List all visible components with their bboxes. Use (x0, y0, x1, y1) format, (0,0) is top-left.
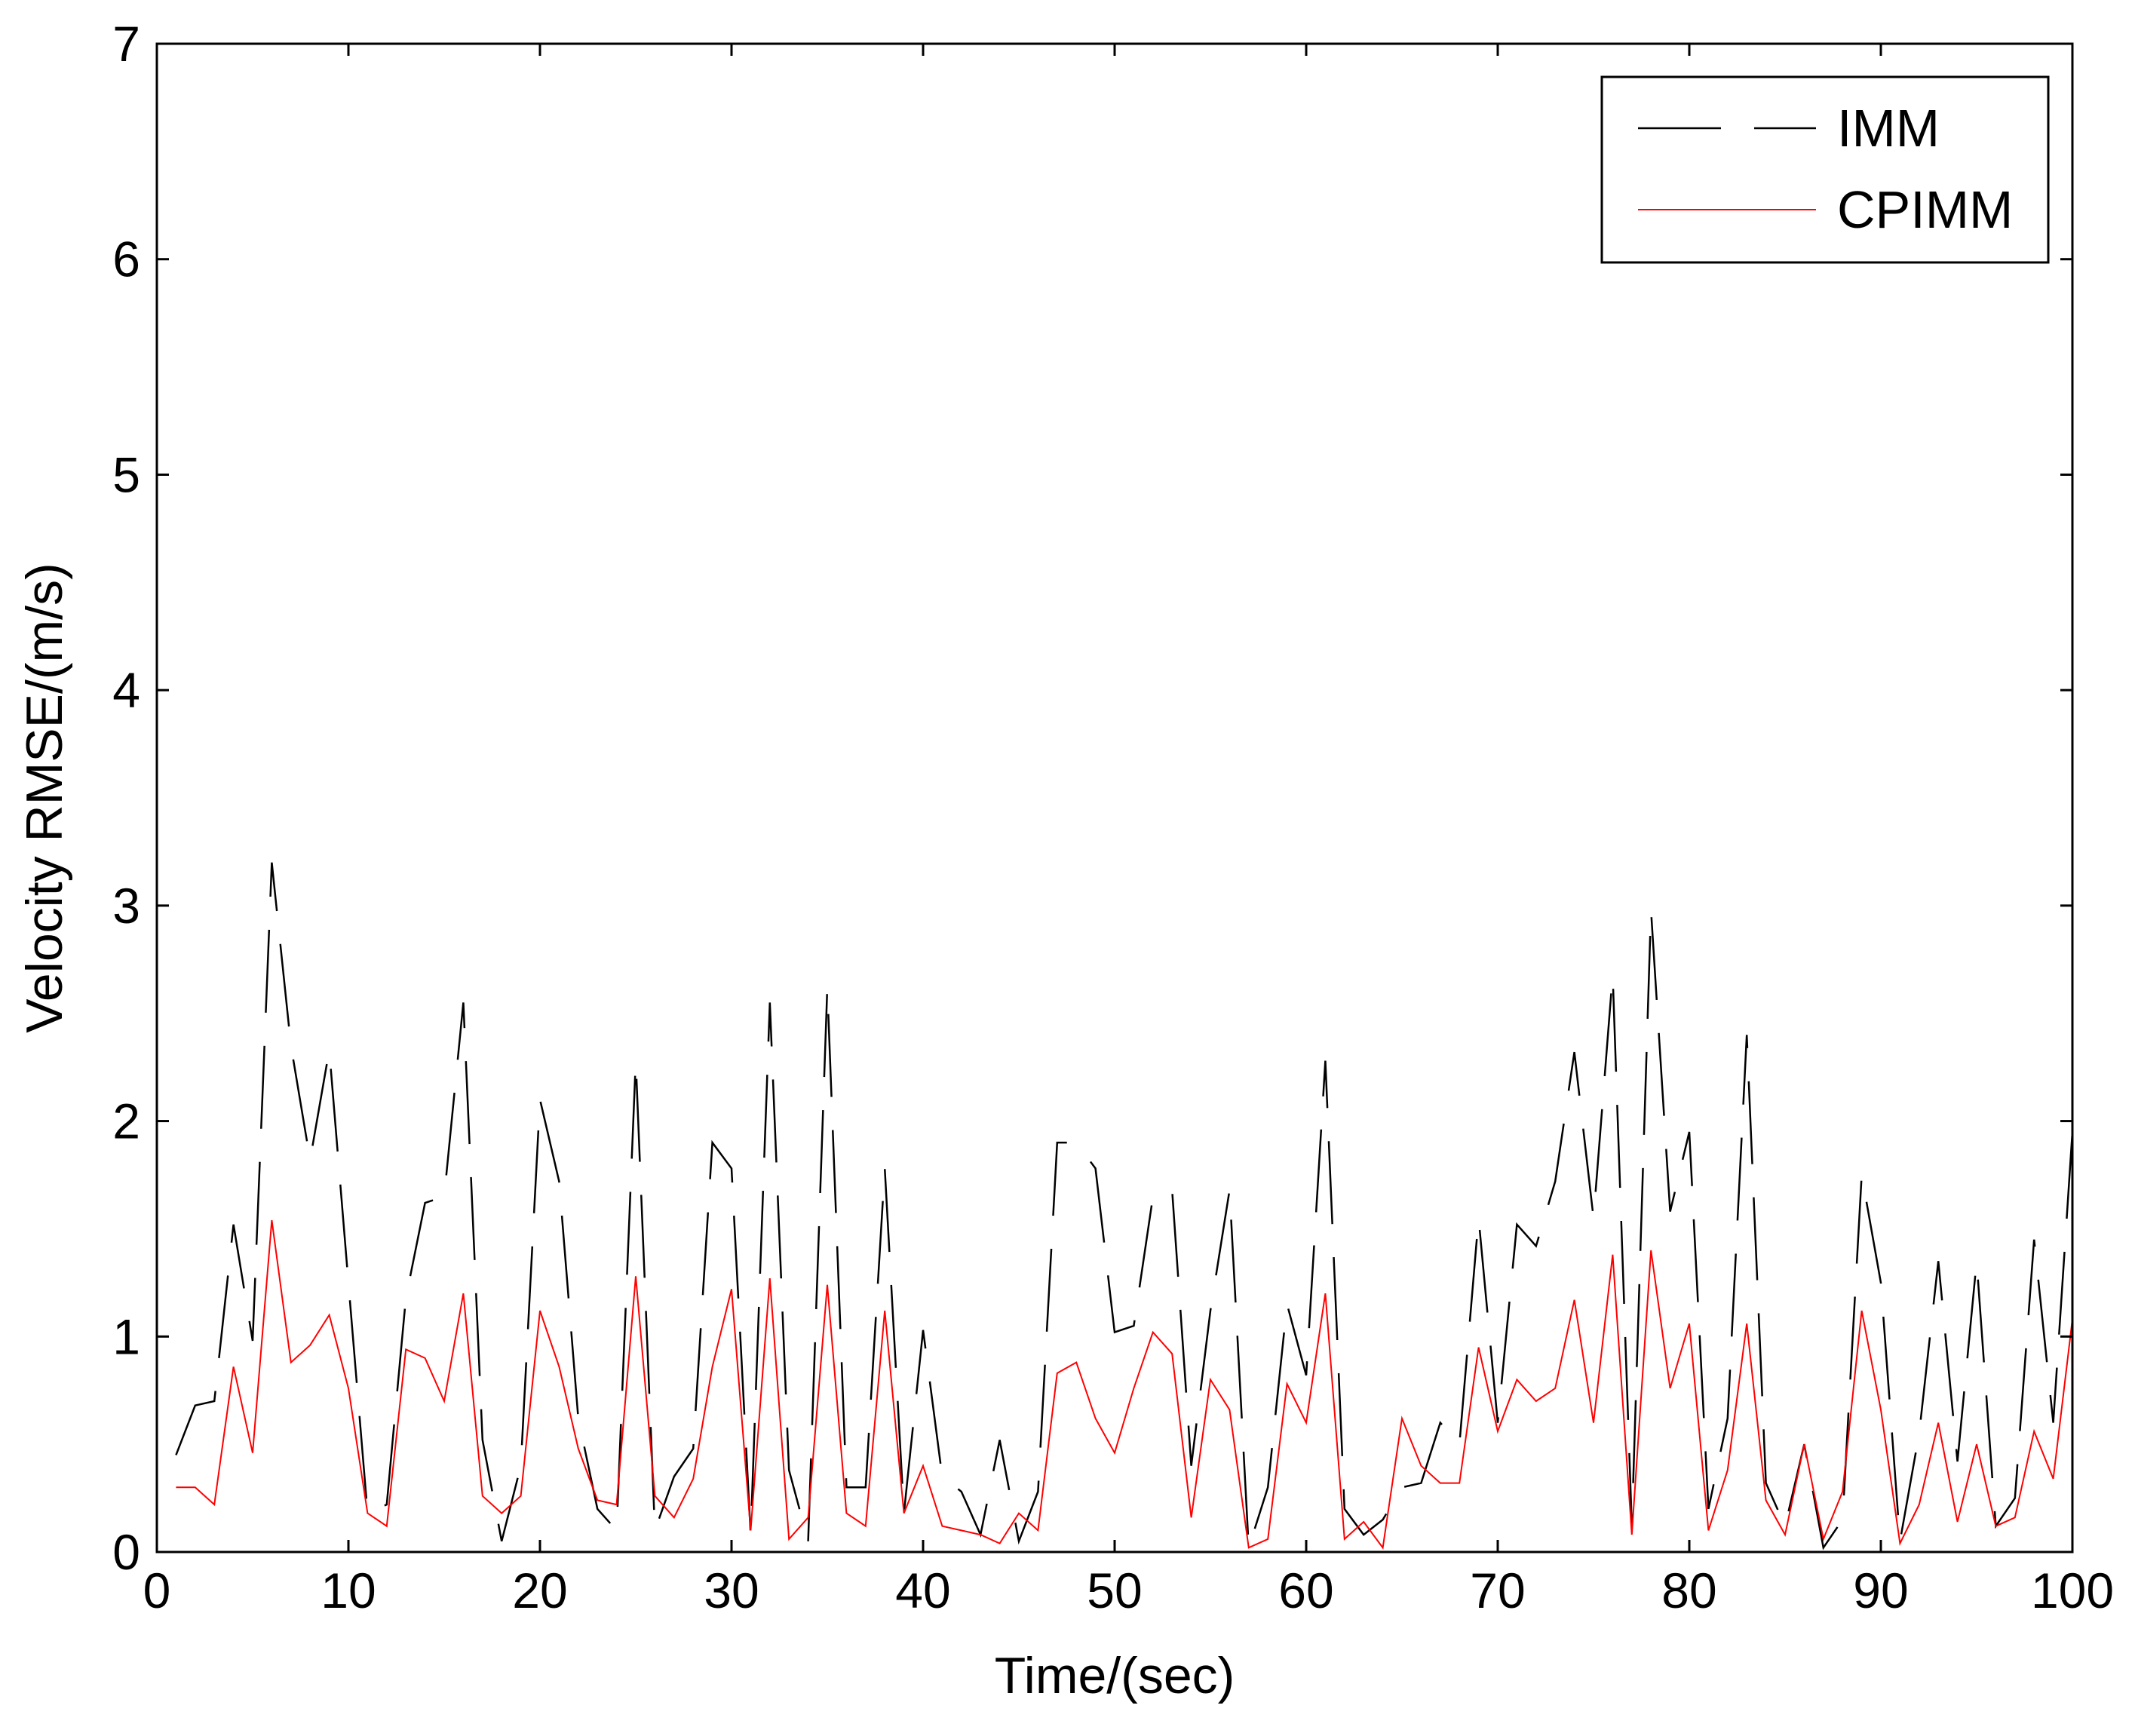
x-tick-label: 10 (321, 1563, 376, 1618)
y-tick-label: 3 (112, 878, 140, 934)
x-tick-label: 40 (895, 1563, 950, 1618)
y-tick-label: 4 (112, 662, 140, 718)
axis-tick-labels: 0 10 20 30 40 50 60 70 80 90 100 0 1 2 3 4 5 6 7 (112, 16, 2114, 1618)
legend: IMM CPIMM (1600, 75, 2050, 264)
legend-label-imm: IMM (1837, 99, 1940, 158)
x-tick-label: 50 (1087, 1563, 1142, 1618)
y-tick-label: 2 (112, 1093, 140, 1149)
x-tick-label: 80 (1661, 1563, 1716, 1618)
y-tick-label: 0 (112, 1524, 140, 1580)
x-axis-title: Time/(sec) (995, 1647, 1235, 1704)
x-tick-label: 70 (1470, 1563, 1525, 1618)
x-tick-label: 0 (143, 1563, 171, 1618)
x-tick-label: 30 (704, 1563, 759, 1618)
x-tick-label: 100 (2031, 1563, 2114, 1618)
x-tick-label: 60 (1278, 1563, 1333, 1618)
series-line-cpimm (176, 1219, 2073, 1550)
x-tick-label: 20 (512, 1563, 567, 1618)
y-tick-label: 5 (112, 446, 140, 502)
series-line-imm (175, 862, 2074, 1550)
legend-box (1600, 75, 2050, 264)
y-tick-label: 6 (112, 232, 140, 287)
y-tick-label: 1 (112, 1308, 140, 1364)
plot-lines (175, 862, 2074, 1550)
x-tick-label: 90 (1853, 1563, 1908, 1618)
legend-label-cpimm: CPIMM (1837, 180, 2013, 239)
y-axis-title: Velocity RMSE/(m/s) (16, 563, 73, 1032)
axis-ticks (155, 42, 2074, 1554)
y-tick-label: 7 (112, 16, 140, 72)
